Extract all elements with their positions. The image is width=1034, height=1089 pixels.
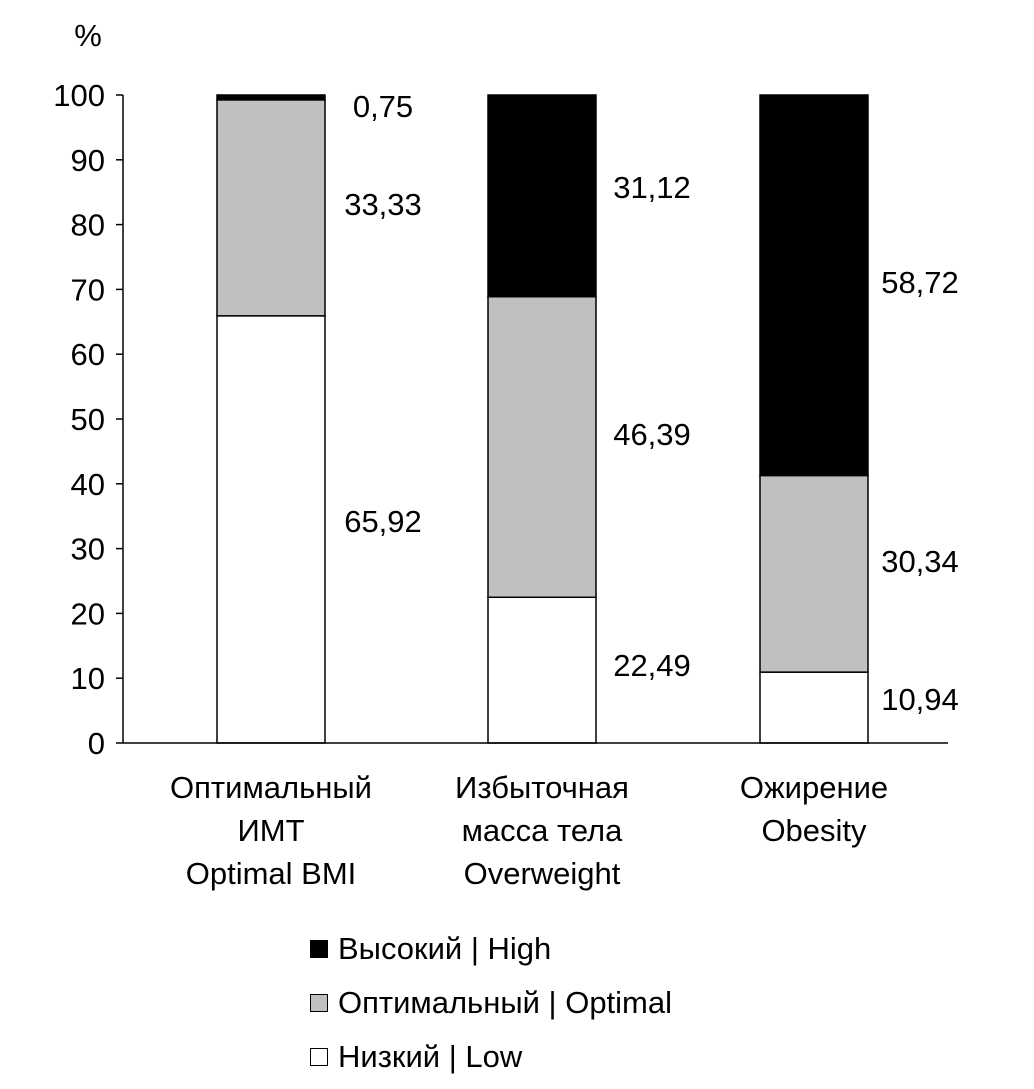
legend-swatch xyxy=(310,994,328,1012)
bar-segment xyxy=(487,295,597,599)
data-label: 33,33 xyxy=(344,187,422,222)
y-tick-label: 80 xyxy=(71,208,105,243)
x-category-label-line: ИМТ xyxy=(237,813,304,848)
chart-svg: % 65,92 33,33 0,75 22,49 46,39 31,12 10,94 30,3… xyxy=(53,18,959,891)
x-category-label: Оптимальный ИМТ Optimal BMI xyxy=(170,770,372,891)
x-category-label-line: масса тела xyxy=(462,813,624,848)
bars-group xyxy=(216,94,869,744)
data-label: 31,12 xyxy=(613,170,691,205)
y-tick-label: 100 xyxy=(53,78,105,113)
data-label: 10,94 xyxy=(881,682,959,717)
y-tick-label: 0 xyxy=(88,726,105,761)
y-axis: 0 10 20 30 40 50 60 70 80 90 100 xyxy=(53,78,124,761)
data-label: 22,49 xyxy=(613,648,691,683)
legend-item: Высокий | High xyxy=(310,922,672,976)
bar-segment xyxy=(487,596,597,744)
legend-swatch xyxy=(310,1048,328,1066)
data-label: 46,39 xyxy=(613,417,691,452)
y-tick-label: 40 xyxy=(71,467,105,502)
data-label: 65,92 xyxy=(344,504,422,539)
y-tick-label: 90 xyxy=(71,143,105,178)
data-label: 0,75 xyxy=(353,89,413,124)
bar-segment xyxy=(487,94,597,298)
x-category-label: Избыточная масса тела Overweight xyxy=(455,770,629,891)
x-category-label-line: Overweight xyxy=(464,856,621,891)
bar-segment xyxy=(759,474,869,673)
bar-segment xyxy=(216,99,326,317)
legend-label: Оптимальный | Optimal xyxy=(338,985,673,1020)
legend-label: Низкий | Low xyxy=(338,1039,523,1074)
y-tick-label: 70 xyxy=(71,272,105,307)
bar-segment xyxy=(759,94,869,477)
x-category-label-line: Избыточная xyxy=(455,770,629,805)
y-tick-label: 30 xyxy=(71,532,105,567)
bar-segment xyxy=(759,671,869,744)
x-category-label-line: Obesity xyxy=(761,813,867,848)
y-tick-label: 20 xyxy=(71,596,105,631)
data-label: 30,34 xyxy=(881,544,959,579)
data-label: 58,72 xyxy=(881,265,959,300)
legend-item: Низкий | Low xyxy=(310,1030,672,1084)
legend: Высокий | High Оптимальный | Optimal Низки… xyxy=(310,922,672,1084)
x-category-label-line: Ожирение xyxy=(740,770,888,805)
value-labels-group: 65,92 33,33 0,75 22,49 46,39 31,12 10,94 30,34 5… xyxy=(344,89,959,717)
bar-segment xyxy=(216,315,326,744)
bar-segment xyxy=(216,94,326,101)
legend-item: Оптимальный | Optimal xyxy=(310,976,672,1030)
y-tick-label: 50 xyxy=(71,402,105,437)
legend-label: Высокий | High xyxy=(338,931,552,966)
y-tick-label: 10 xyxy=(71,661,105,696)
x-axis: Оптимальный ИМТ Optimal BMI Избыточная масса… xyxy=(123,742,948,891)
legend-swatch xyxy=(310,940,328,958)
x-category-label-line: Optimal BMI xyxy=(186,856,357,891)
x-category-label: Ожирение Obesity xyxy=(740,770,888,848)
y-tick-label: 60 xyxy=(71,337,105,372)
x-category-label-line: Оптимальный xyxy=(170,770,372,805)
y-axis-label: % xyxy=(74,18,102,53)
